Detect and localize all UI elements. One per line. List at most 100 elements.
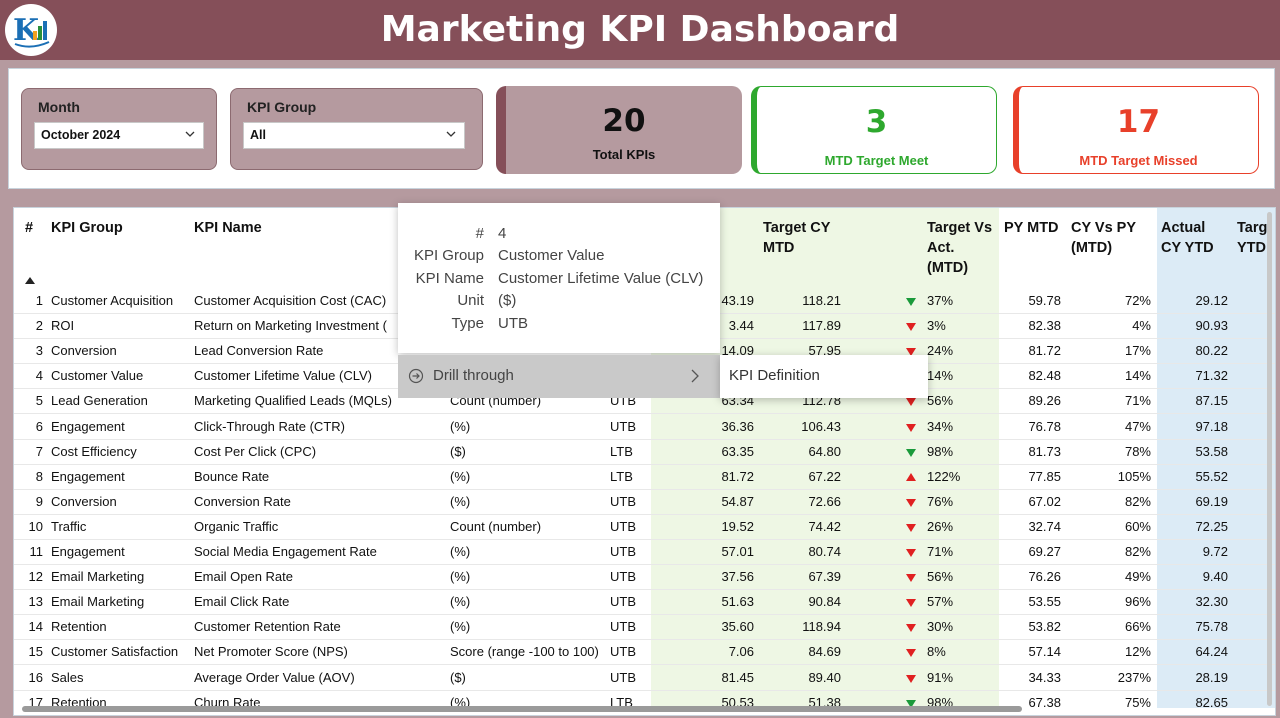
cell-target-cy-mtd: 67.22 xyxy=(808,468,841,484)
cell-kpi-name: Social Media Engagement Rate xyxy=(194,544,377,559)
kpi-definition-menu-item[interactable]: KPI Definition xyxy=(729,367,820,384)
arrow-down-icon xyxy=(906,298,916,306)
table-row[interactable]: 14 Retention Customer Retention Rate (%) UTB… xyxy=(14,615,1275,641)
tooltip-val-unit: ($) xyxy=(498,292,517,309)
arrow-down-icon xyxy=(906,448,916,457)
kpi-group-slicer-label: KPI Group xyxy=(247,99,317,115)
table-row[interactable]: 13 Email Marketing Email Click Rate (%) UTB 5… xyxy=(14,590,1275,616)
col-header-cy-vs-py[interactable]: CY Vs PY (MTD) xyxy=(1071,220,1137,256)
horizontal-scrollbar[interactable] xyxy=(22,706,1022,712)
cell-py-mtd: 67.38 xyxy=(1028,694,1061,708)
col-header-target-ytd[interactable]: Targ YTD xyxy=(1237,220,1268,256)
cell-unit: (%) xyxy=(450,418,471,434)
cell-kpi-group: Email Marketing xyxy=(51,569,145,585)
tooltip-val-num: 4 xyxy=(498,225,507,242)
col-header-kpi-group[interactable]: KPI Group xyxy=(51,220,123,236)
cell-actual-cy-ytd: 82.65 xyxy=(1195,694,1228,708)
cell-target-cy-mtd: 118.21 xyxy=(802,293,841,308)
table-row[interactable]: 17 Retention Churn Rate (%) LTB 50.53 51.38 98%… xyxy=(14,691,1275,708)
cell-num: 2 xyxy=(35,318,43,334)
total-kpis-value: 20 xyxy=(602,103,646,139)
cell-kpi-group: Engagement xyxy=(51,468,125,484)
col-header-kpi-name[interactable]: KPI Name xyxy=(194,220,262,236)
arrow-down-icon xyxy=(906,523,916,532)
cell-kpi-name: Average Order Value (AOV) xyxy=(194,669,355,685)
table-row[interactable]: 11 Engagement Social Media Engagement Rate… xyxy=(14,540,1275,565)
cell-target-vs-act: 98% xyxy=(927,443,954,459)
cell-kpi-name: Conversion Rate xyxy=(194,493,291,509)
cell-num: 7 xyxy=(35,443,43,459)
kpi-group-dropdown[interactable]: All xyxy=(243,122,465,149)
cell-unit: (%) xyxy=(450,569,471,585)
cell-num: 11 xyxy=(29,544,44,559)
cell-target-cy-mtd: 67.39 xyxy=(808,569,841,585)
cell-cy-vs-py: 96% xyxy=(1124,594,1151,610)
cell-kpi-group: Customer Value xyxy=(51,368,144,384)
table-row[interactable]: 10 Traffic Organic Traffic Count (number) UT… xyxy=(14,515,1275,540)
cell-actual-cy-ytd: 53.58 xyxy=(1195,443,1228,459)
cell-py-mtd: 81.72 xyxy=(1028,343,1061,359)
cell-kpi-group: Email Marketing xyxy=(51,594,145,610)
col-header-target-vs-act[interactable]: Target Vs Act. (MTD) xyxy=(927,220,993,276)
cell-cy-vs-py: 60% xyxy=(1124,518,1151,534)
cell-kpi-group: Customer Satisfaction xyxy=(51,644,179,660)
target-missed-card: 17 MTD Target Missed xyxy=(1013,86,1259,174)
cell-type: UTB xyxy=(610,493,636,509)
tooltip-key-unit: Unit xyxy=(457,292,484,309)
table-row[interactable]: 6 Engagement Click-Through Rate (CTR) (%) UT… xyxy=(14,415,1275,440)
cell-actual-cy-ytd: 9.72 xyxy=(1202,544,1228,559)
kpi-group-slicer: KPI Group All xyxy=(230,88,483,170)
cell-unit: (%) xyxy=(450,544,471,559)
col-header-target-cy-mtd[interactable]: Target CY MTD xyxy=(763,220,831,256)
col-header-py-mtd[interactable]: PY MTD xyxy=(1004,220,1059,236)
table-row[interactable]: 16 Sales Average Order Value (AOV) ($) UTB 81… xyxy=(14,666,1275,691)
cell-kpi-name: Customer Lifetime Value (CLV) xyxy=(194,368,372,384)
cell-num: 3 xyxy=(35,343,43,359)
cell-actual-cy-mtd: 81.45 xyxy=(721,669,754,685)
kpi-table-panel: # KPI Group KPI Name Target CY MTD Targe… xyxy=(13,207,1276,716)
arrow-down-icon xyxy=(906,574,916,583)
vertical-scrollbar[interactable] xyxy=(1267,212,1272,706)
cell-unit: (%) xyxy=(450,694,471,708)
cell-py-mtd: 67.02 xyxy=(1028,493,1061,509)
cell-py-mtd: 77.85 xyxy=(1028,468,1061,484)
cell-target-vs-act: 14% xyxy=(927,368,954,384)
sort-ascending-icon[interactable] xyxy=(25,277,35,284)
cell-py-mtd: 76.26 xyxy=(1028,569,1061,585)
month-dropdown[interactable]: October 2024 xyxy=(34,122,204,149)
cell-type: LTB xyxy=(610,468,633,484)
drill-through-label: Drill through xyxy=(433,367,514,384)
table-row[interactable]: 8 Engagement Bounce Rate (%) LTB 81.72 67.22 12… xyxy=(14,465,1275,490)
cell-kpi-group: Lead Generation xyxy=(51,393,148,409)
cell-num: 12 xyxy=(28,569,43,585)
cell-py-mtd: 82.38 xyxy=(1028,318,1061,334)
svg-text:K: K xyxy=(13,13,40,48)
col-header-actual-cy-ytd[interactable]: Actual CY YTD xyxy=(1161,220,1214,256)
table-row[interactable]: 12 Email Marketing Email Open Rate (%) UTB 37… xyxy=(14,565,1275,591)
cell-target-vs-act: 3% xyxy=(927,318,946,334)
arrow-down-icon xyxy=(906,348,916,357)
cell-actual-cy-mtd: 57.01 xyxy=(721,544,754,559)
col-header-num[interactable]: # xyxy=(25,220,34,236)
cell-kpi-name: Churn Rate xyxy=(194,694,261,708)
cell-kpi-name: Click-Through Rate (CTR) xyxy=(194,418,345,434)
cell-num: 17 xyxy=(28,694,43,708)
cell-num: 13 xyxy=(28,594,43,610)
arrow-down-icon xyxy=(906,423,916,432)
cell-unit: (%) xyxy=(450,468,471,484)
cell-py-mtd: 81.73 xyxy=(1028,443,1061,459)
cell-cy-vs-py: 82% xyxy=(1124,544,1151,559)
table-row[interactable]: 15 Customer Satisfaction Net Promoter Scor… xyxy=(14,640,1275,666)
table-row[interactable]: 7 Cost Efficiency Cost Per Click (CPC) ($) L… xyxy=(14,440,1275,465)
drill-through-menu-item[interactable]: Drill through xyxy=(398,355,720,398)
month-slicer: Month October 2024 xyxy=(21,88,217,170)
cell-type: UTB xyxy=(610,544,636,559)
cell-py-mtd: 53.82 xyxy=(1028,619,1061,635)
cell-target-vs-act: 56% xyxy=(927,569,954,585)
table-row[interactable]: 9 Conversion Conversion Rate (%) UTB 54.87 72.… xyxy=(14,490,1275,515)
kpi-table[interactable]: # KPI Group KPI Name Target CY MTD Targe… xyxy=(14,208,1275,708)
cell-target-cy-mtd: 74.42 xyxy=(808,518,841,534)
cell-actual-cy-mtd: 50.53 xyxy=(721,694,754,708)
tooltip-key-num: # xyxy=(475,225,484,242)
arrow-down-icon xyxy=(906,323,916,332)
